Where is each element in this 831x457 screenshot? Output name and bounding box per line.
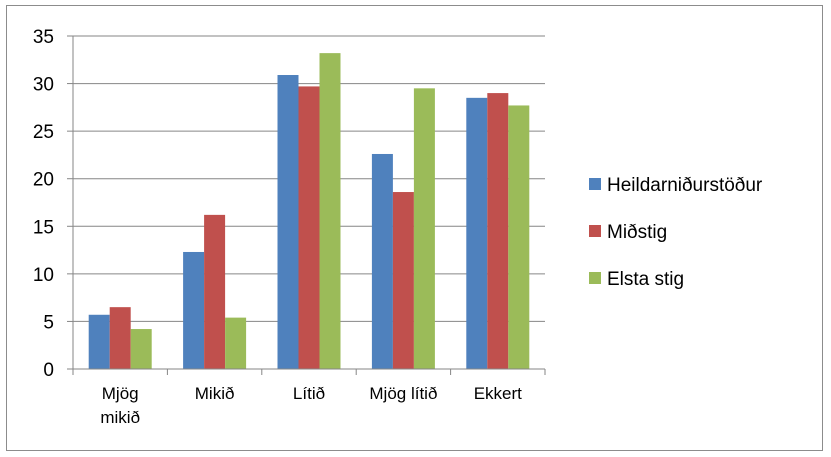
y-tick-label: 15 xyxy=(33,217,54,238)
bar xyxy=(392,192,414,369)
y-tick-label: 0 xyxy=(43,360,54,381)
x-tick-label: Mjög lítið xyxy=(369,384,437,403)
legend-label: Heildarniðurstöður xyxy=(607,175,763,196)
x-tick-label: Mjög mikið xyxy=(100,384,140,427)
y-tick-label: 30 xyxy=(33,75,54,96)
x-tick-label: Ekkert xyxy=(474,384,522,403)
legend-swatch xyxy=(589,272,601,284)
bar xyxy=(109,307,131,369)
x-tick-label: Lítið xyxy=(293,384,325,403)
x-tick-label: Mikið xyxy=(195,384,235,403)
bar xyxy=(225,317,247,369)
legend-label: Miðstig xyxy=(607,222,667,243)
bar xyxy=(371,153,393,369)
bar xyxy=(130,329,152,369)
bar xyxy=(298,86,320,369)
bar xyxy=(183,251,205,369)
legend-swatch xyxy=(589,225,601,237)
bar xyxy=(204,214,226,369)
y-tick-label: 10 xyxy=(33,265,54,286)
y-tick-label: 25 xyxy=(33,122,54,143)
bar xyxy=(466,97,488,369)
bar xyxy=(88,314,110,369)
y-tick-label: 20 xyxy=(33,170,54,191)
bar xyxy=(487,93,509,369)
bar xyxy=(277,75,299,369)
bar xyxy=(319,53,341,370)
legend-label: Elsta stig xyxy=(607,269,684,290)
bar xyxy=(508,105,530,369)
y-tick-label: 35 xyxy=(33,27,54,48)
y-tick-label: 5 xyxy=(43,312,54,333)
bar xyxy=(413,88,435,369)
legend-swatch xyxy=(589,178,601,190)
